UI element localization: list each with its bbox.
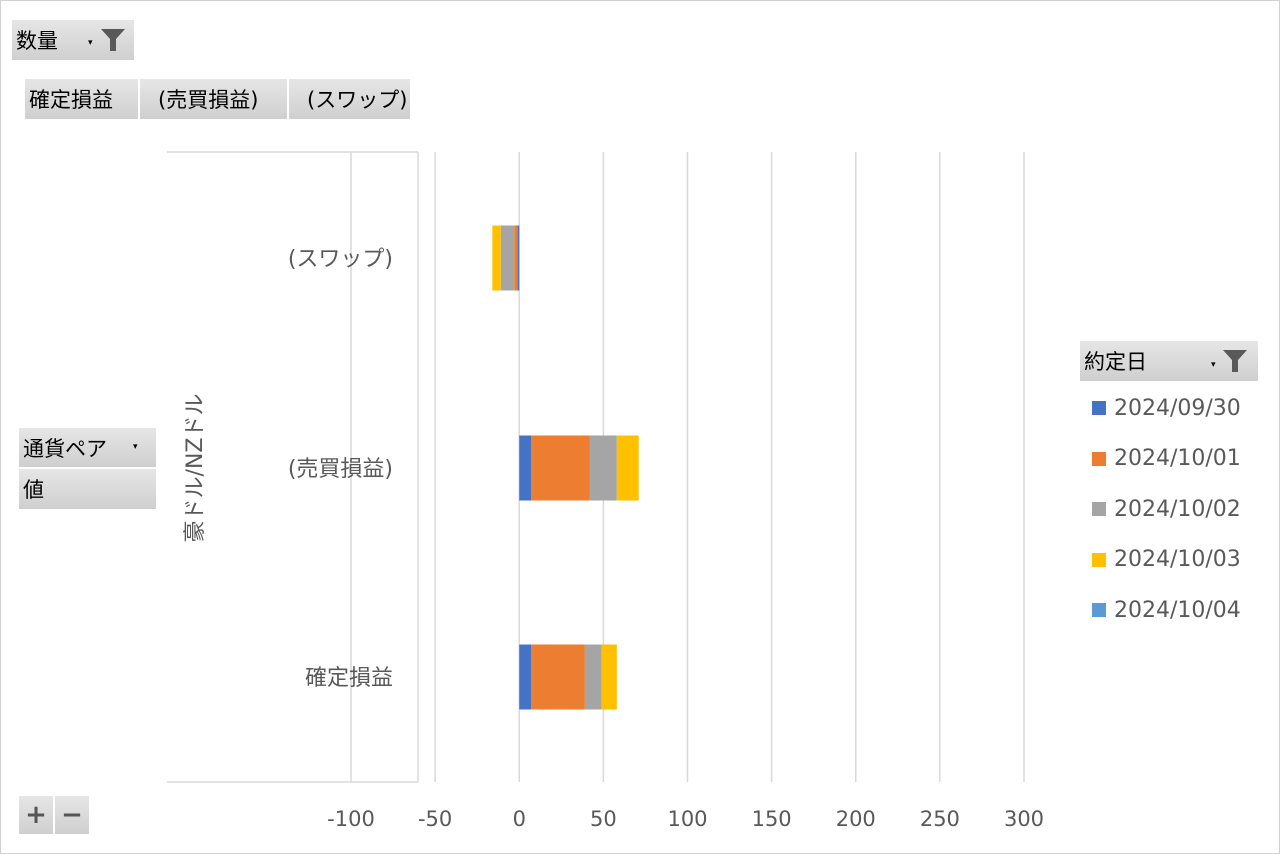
legend-swatch — [1092, 603, 1106, 617]
legend-item[interactable]: 2024/10/01 — [1092, 445, 1241, 473]
legend-field-label: 約定日 — [1084, 350, 1147, 374]
x-tick-label: -100 — [327, 807, 375, 831]
bar-segment[interactable] — [531, 435, 590, 501]
bar-segment[interactable] — [517, 225, 520, 291]
legend-label: 2024/10/04 — [1114, 597, 1241, 623]
bar-segment[interactable] — [589, 435, 617, 501]
legend-label: 2024/10/02 — [1114, 496, 1241, 522]
column-field-kakutei[interactable]: 確定損益 — [25, 79, 139, 119]
x-tick-label: 200 — [836, 807, 876, 831]
legend-swatch — [1092, 552, 1106, 567]
bar-segment[interactable] — [519, 435, 532, 501]
legend-label: 2024/10/03 — [1114, 547, 1241, 572]
x-tick-label: 50 — [590, 807, 617, 831]
x-tick-label: 300 — [1004, 807, 1044, 831]
bar-segment[interactable] — [519, 644, 532, 710]
legend-field-trade-date[interactable]: 約定日 ▾ — [1080, 341, 1258, 381]
chevron-down-icon: ▾ — [1211, 360, 1216, 370]
bar-segment[interactable] — [616, 435, 639, 501]
column-field-label: (売買損益) — [158, 88, 259, 112]
bar-segment[interactable] — [492, 225, 501, 291]
legend-item[interactable]: 2024/10/02 — [1092, 495, 1241, 523]
values-field-label: 値 — [23, 478, 44, 502]
legend-swatch — [1092, 451, 1106, 466]
plus-icon: + — [25, 800, 47, 830]
row-group-label: 豪ドル/NZドル — [183, 394, 208, 543]
category-label: (売買損益) — [288, 457, 393, 482]
quantity-filter-button[interactable]: 数量 ▾ — [12, 20, 134, 60]
category-label: 確定損益 — [305, 666, 393, 691]
x-tick-label: 150 — [752, 807, 792, 831]
legend-label: 2024/10/01 — [1114, 446, 1241, 471]
column-field-swap[interactable]: (スワップ) — [289, 79, 410, 119]
column-field-label: 確定損益 — [29, 88, 113, 112]
x-tick-label: 250 — [920, 807, 960, 831]
minus-icon: − — [61, 800, 83, 830]
bar-segment[interactable] — [531, 644, 585, 710]
collapse-button[interactable]: − — [55, 796, 89, 834]
legend-swatch — [1092, 401, 1106, 415]
x-tick-label: -50 — [418, 807, 452, 831]
values-field-button[interactable]: 値 — [19, 469, 156, 509]
chevron-down-icon: ▾ — [133, 442, 138, 452]
chevron-down-icon: ▾ — [88, 38, 93, 48]
filter-funnel-icon — [101, 29, 125, 51]
bar-segment[interactable] — [500, 225, 515, 291]
column-field-baibai[interactable]: (売買損益) — [140, 79, 288, 119]
filter-funnel-icon — [1223, 350, 1247, 372]
legend-label: 2024/09/30 — [1114, 395, 1241, 421]
legend-item[interactable]: 2024/10/03 — [1092, 546, 1241, 574]
legend-item[interactable]: 2024/10/04 — [1092, 596, 1241, 624]
row-field-label: 通貨ペア — [23, 436, 107, 461]
expand-button[interactable]: + — [19, 796, 53, 834]
column-field-label: (スワップ) — [307, 88, 408, 112]
x-tick-label: 100 — [667, 807, 707, 831]
category-label: (スワップ) — [288, 247, 393, 272]
bar-segment[interactable] — [514, 225, 518, 291]
bar-segment[interactable] — [601, 644, 617, 710]
bar-segment[interactable] — [584, 644, 602, 710]
quantity-filter-label: 数量 — [16, 29, 58, 53]
legend-swatch — [1092, 502, 1106, 516]
row-field-currency-pair[interactable]: 通貨ペア ▾ — [19, 428, 156, 468]
legend-item[interactable]: 2024/09/30 — [1092, 394, 1241, 422]
x-tick-label: 0 — [513, 807, 526, 831]
